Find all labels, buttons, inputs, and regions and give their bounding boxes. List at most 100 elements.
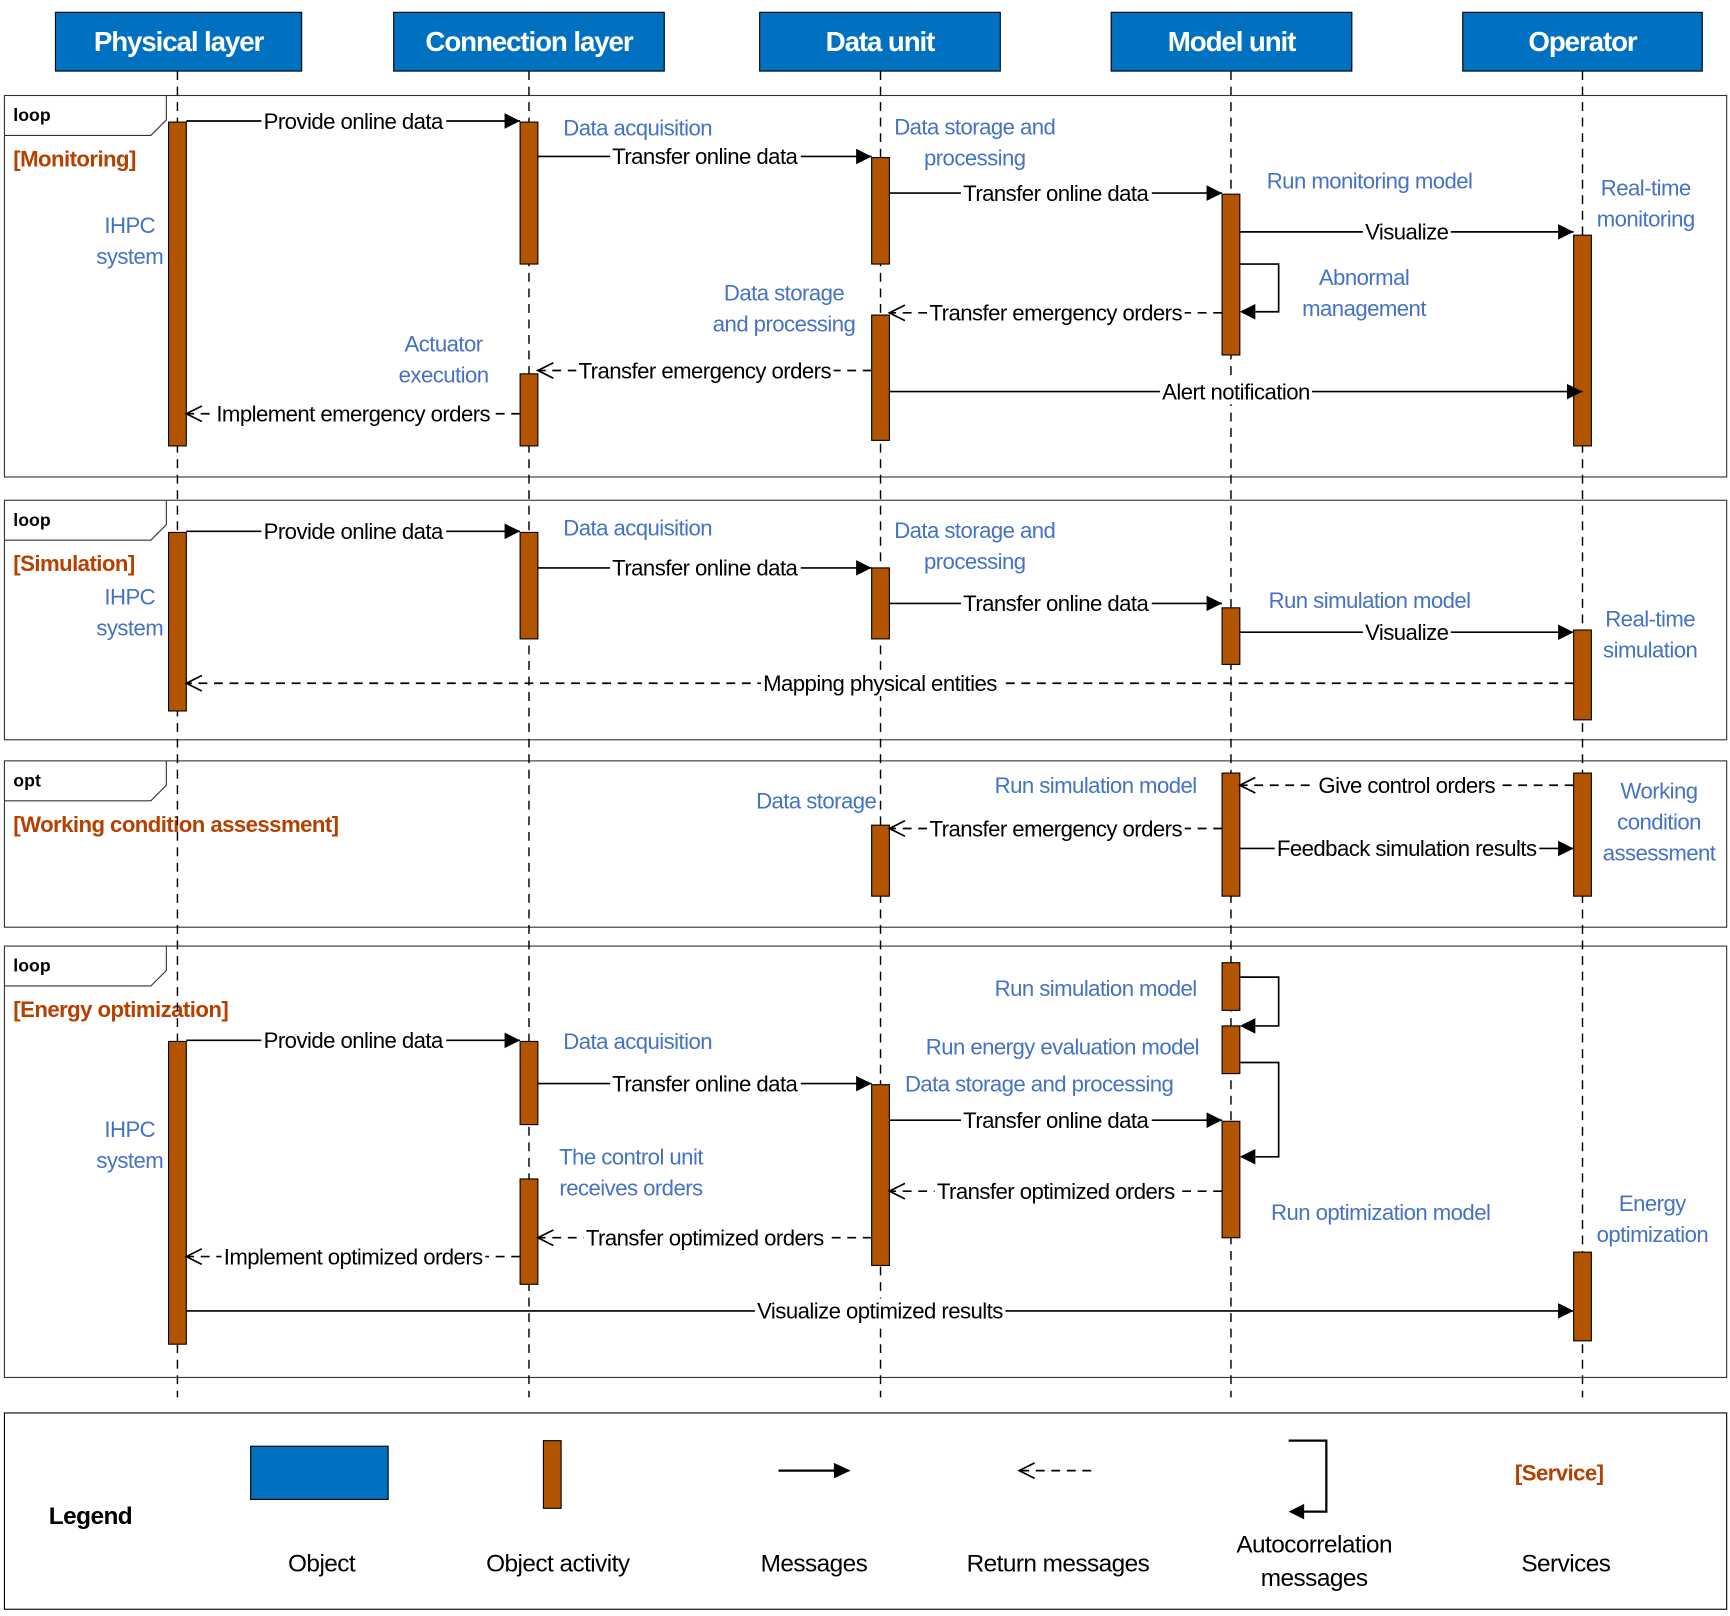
activation-bar — [519, 1178, 539, 1285]
message: Transfer online data — [889, 1107, 1223, 1133]
label-background — [609, 144, 801, 170]
activation-bar — [1573, 629, 1592, 721]
legend-activity-swatch — [542, 1440, 562, 1509]
message-label: Transfer online data — [612, 144, 798, 169]
combined-fragment: loop [Energy optimization] — [3, 945, 1728, 1379]
annotation-note: Data acquisition — [563, 1029, 712, 1054]
lifeline-header: Connection layer — [393, 11, 665, 72]
legend-service-sample: [Service] — [1515, 1461, 1604, 1486]
activation-bar — [1221, 1025, 1241, 1075]
fragment-guard: [Simulation] — [13, 551, 135, 576]
message-label: Transfer emergency orders — [929, 301, 1182, 326]
filled-arrowhead-icon — [504, 523, 521, 540]
message-label: Visualize optimized results — [757, 1299, 1003, 1324]
open-arrowhead-icon — [184, 1248, 203, 1266]
return-message: Transfer optimized orders — [887, 1178, 1223, 1204]
legend: Legend [Service] Object Object activity … — [3, 1412, 1728, 1610]
activation-bar — [519, 373, 539, 447]
return-message: Transfer emergency orders — [887, 816, 1223, 842]
label-background — [221, 1244, 486, 1270]
annotation-note: Run simulation model — [995, 773, 1197, 798]
message-label: Provide online data — [264, 1028, 444, 1053]
annotation-note: Run energy evaluation model — [926, 1035, 1199, 1060]
annotation-note: IHPC system — [96, 213, 163, 269]
message-label: Visualize — [1365, 220, 1449, 245]
return-message: Mapping physical entities — [184, 671, 1574, 697]
open-arrowhead-icon — [535, 362, 554, 380]
filled-arrowhead-icon — [856, 1075, 872, 1092]
annotation-note: Actuator execution — [399, 332, 489, 388]
object-box — [1462, 11, 1703, 72]
label-background — [214, 401, 493, 427]
label-background — [927, 300, 1185, 326]
label-background — [1362, 219, 1451, 245]
message: Provide online data — [186, 519, 521, 545]
filled-arrowhead-icon — [1558, 1303, 1574, 1319]
message: Transfer online data — [889, 591, 1223, 617]
open-arrowhead-icon — [184, 674, 203, 692]
message-label: Transfer online data — [963, 181, 1149, 206]
activation-bar — [519, 531, 539, 640]
label-background — [1159, 379, 1312, 405]
label-background — [1362, 619, 1451, 645]
label-background — [261, 108, 447, 134]
label-background — [1316, 773, 1498, 799]
message-label: Transfer optimized orders — [586, 1225, 824, 1250]
message: Transfer online data — [537, 1071, 872, 1097]
annotation-note: Run monitoring model — [1267, 169, 1473, 194]
object-title: Model unit — [1168, 26, 1296, 57]
filled-arrowhead-icon — [1558, 224, 1574, 240]
activation-bar — [519, 1040, 539, 1126]
activation-bar — [168, 1040, 187, 1345]
object-box — [759, 11, 1001, 72]
fragment-guard: [Working condition assessment] — [13, 812, 338, 837]
annotation-note: IHPC system — [96, 585, 163, 641]
message: Transfer online data — [537, 144, 872, 170]
fragment-operator: loop — [13, 105, 51, 125]
return-message: Implement emergency orders — [184, 401, 521, 427]
label-background — [261, 519, 447, 545]
self-message-arrow — [1239, 976, 1280, 1034]
label-background — [934, 1178, 1178, 1204]
object-box — [54, 11, 303, 72]
annotation-note: Run optimization model — [1271, 1200, 1490, 1225]
filled-arrowhead-icon — [1206, 595, 1223, 612]
object-title: Physical layer — [94, 26, 265, 57]
activation-bar — [1221, 607, 1241, 665]
filled-arrowhead-icon — [1206, 1112, 1223, 1128]
fragment-operator: loop — [13, 510, 51, 530]
label-background — [927, 816, 1185, 842]
object-title: Operator — [1528, 26, 1638, 57]
activation-bar — [519, 121, 539, 265]
message-label: Provide online data — [264, 519, 444, 544]
message-label: Transfer emergency orders — [929, 816, 1182, 841]
return-message: Transfer emergency orders — [535, 358, 872, 384]
message: Transfer online data — [537, 555, 872, 581]
legend-label-return: Return messages — [967, 1551, 1150, 1578]
lifeline-header: Physical layer — [54, 11, 303, 72]
label-background — [261, 1028, 447, 1054]
message-label: Feedback simulation results — [1277, 836, 1537, 861]
legend-message-arrow-icon — [778, 1462, 851, 1479]
label-background — [583, 1225, 827, 1251]
message: Visualize — [1239, 219, 1574, 245]
fragment-tag-box — [4, 946, 167, 987]
object-box — [393, 11, 665, 72]
activation-bar — [871, 824, 890, 897]
message-label: Visualize — [1365, 620, 1449, 645]
activation-bar — [871, 314, 890, 441]
message: Visualize optimized results — [186, 1298, 1574, 1324]
arrowhead-icon — [1239, 303, 1256, 320]
activation-bar — [1221, 1120, 1241, 1239]
annotation-note: Data acquisition — [563, 115, 712, 140]
filled-arrowhead-icon — [504, 113, 521, 129]
filled-arrowhead-icon — [856, 148, 872, 165]
legend-label-services: Services — [1521, 1551, 1610, 1578]
activation-bar — [871, 157, 890, 265]
activation-bar — [1573, 234, 1592, 447]
arrowhead-icon — [1239, 1149, 1256, 1165]
message-label: Mapping physical entities — [763, 671, 997, 696]
legend-title: Legend — [49, 1503, 132, 1530]
annotation-note: The control unit receives orders — [559, 1145, 703, 1201]
